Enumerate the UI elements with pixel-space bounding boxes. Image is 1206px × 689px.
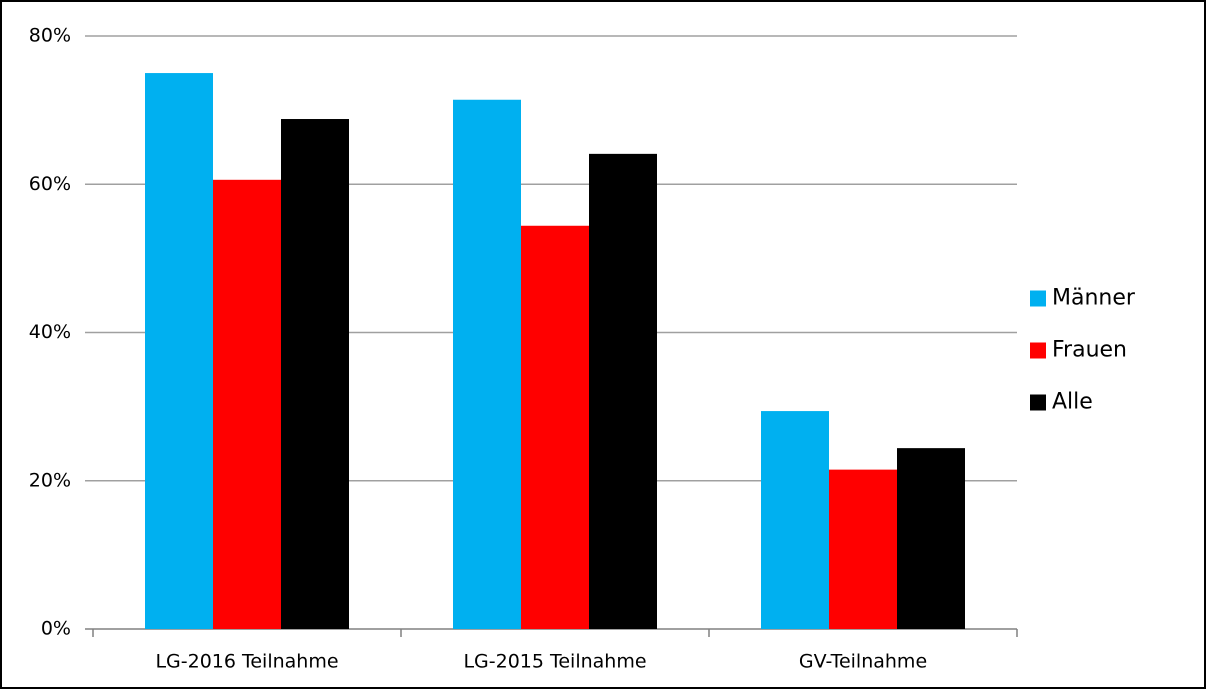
y-tick-label: 20% bbox=[29, 469, 71, 491]
legend-label: Männer bbox=[1052, 286, 1136, 311]
bar bbox=[453, 99, 521, 629]
y-tick-label: 80% bbox=[29, 25, 71, 47]
bar bbox=[829, 469, 897, 629]
x-tick-label: LG-2015 Teilnahme bbox=[463, 651, 646, 673]
bar bbox=[281, 119, 349, 630]
bar bbox=[145, 73, 213, 629]
x-tick-label: LG-2016 Teilnahme bbox=[155, 651, 338, 673]
y-tick-label: 40% bbox=[29, 321, 71, 343]
legend-label: Alle bbox=[1052, 390, 1093, 415]
y-tick-label: 0% bbox=[41, 618, 71, 640]
bar bbox=[213, 179, 281, 630]
bar bbox=[897, 448, 965, 629]
legend: Männer Frauen Alle bbox=[1030, 286, 1136, 415]
legend-swatch bbox=[1030, 290, 1046, 307]
x-tick-label: GV-Teilnahme bbox=[799, 651, 927, 673]
legend-swatch bbox=[1030, 342, 1046, 359]
bar bbox=[589, 153, 657, 629]
legend-label: Frauen bbox=[1052, 338, 1127, 363]
bar bbox=[521, 225, 589, 629]
bar bbox=[761, 411, 829, 629]
y-tick-label: 60% bbox=[29, 173, 71, 195]
legend-swatch bbox=[1030, 394, 1046, 411]
